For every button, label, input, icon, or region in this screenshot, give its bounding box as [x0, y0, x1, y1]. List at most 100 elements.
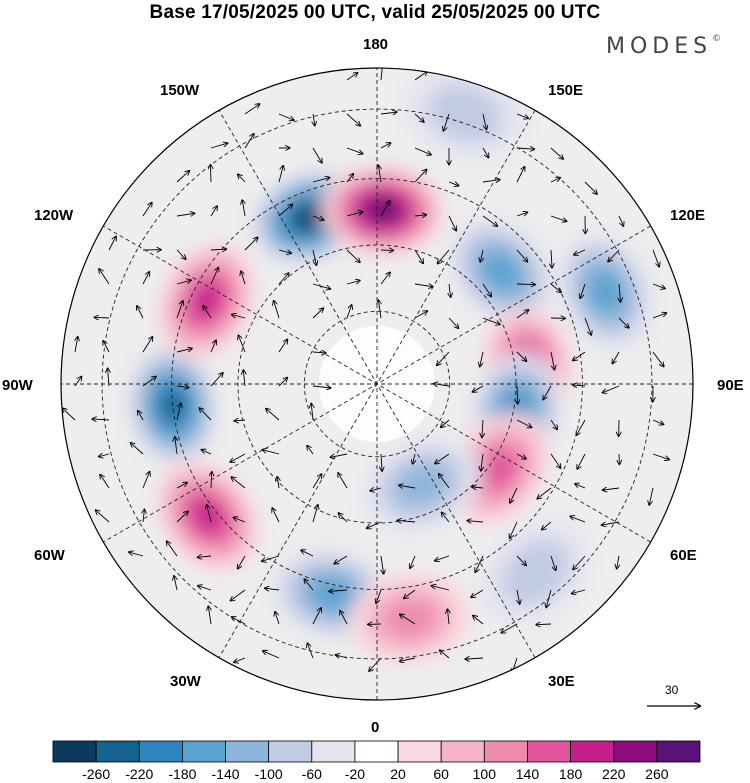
wind-vector [312, 386, 331, 388]
wind-vector [129, 552, 144, 557]
wind-vector [312, 608, 321, 625]
wind-vector [618, 317, 629, 328]
colorbar-tick-label: 180 [558, 766, 583, 782]
colorbar-swatch [268, 740, 313, 763]
wind-vector [380, 201, 390, 217]
colorbar-tick-label: 100 [472, 766, 497, 782]
wind-vector [99, 269, 110, 285]
wind-vector [346, 281, 360, 285]
wind-vector [482, 180, 500, 182]
wind-vector [62, 408, 76, 421]
wind-vector [516, 351, 526, 361]
wind-vector [413, 453, 415, 464]
wind-vector [312, 283, 330, 289]
wind-vector [176, 249, 186, 259]
map-title: Base 17/05/2025 00 UTC, valid 25/05/2025… [149, 2, 601, 23]
wind-vector [414, 215, 426, 216]
wind-vector [448, 317, 458, 328]
wind-vector [410, 555, 416, 568]
wind-vector [278, 273, 289, 285]
wind-vector [516, 167, 525, 183]
wind-vector [238, 174, 246, 183]
colorbar-swatch [483, 740, 528, 763]
wind-vector [312, 249, 316, 265]
wind-vector [510, 521, 518, 538]
wind-vector [570, 516, 586, 523]
wind-vector [142, 272, 149, 285]
wind-vector [380, 272, 390, 285]
meridian-line [218, 110, 536, 658]
colorbar-tick-label: -20 [344, 766, 366, 782]
wind-vector [198, 556, 212, 557]
wind-vector [103, 341, 110, 353]
wind-vector [550, 351, 554, 370]
colorbar-tick-label: -140 [211, 766, 240, 782]
wind-vector [244, 237, 258, 251]
wind-vector [265, 588, 280, 590]
wind-vector [414, 284, 433, 287]
wind-vector [210, 268, 218, 285]
wind-vector [142, 337, 152, 353]
wind-vector [304, 579, 314, 591]
wind-vector [542, 521, 552, 530]
map-boundary [60, 67, 694, 701]
wind-vector [652, 419, 663, 424]
wind-vector [338, 473, 348, 489]
wind-vector [414, 249, 423, 263]
wind-vector [432, 586, 450, 591]
anomaly-high-5e [348, 572, 472, 666]
wind-vector [176, 280, 191, 285]
wind-vector [550, 215, 566, 221]
wind-vector [380, 112, 397, 114]
wind-vector [573, 555, 586, 569]
lon-label-120w: 120W [34, 207, 74, 224]
wind-vector [608, 249, 620, 261]
wind-vector [369, 657, 382, 671]
wind-vector [210, 340, 216, 353]
wind-vector [262, 450, 280, 455]
wind-vector [275, 612, 280, 625]
colorbar [52, 740, 701, 763]
wind-vector [465, 658, 484, 659]
anomaly-low-40e [479, 519, 592, 627]
wind-vector [516, 310, 528, 319]
wind-vector [203, 306, 212, 319]
wind-vector [278, 250, 291, 253]
wind-vector [414, 113, 424, 122]
wind-vector [576, 419, 586, 435]
anomaly-field [126, 68, 655, 666]
wind-vector [448, 215, 456, 231]
wind-vector [516, 113, 528, 118]
wind-vector [207, 505, 212, 523]
lon-label-90e: 90E [717, 377, 744, 394]
colorbar-tick-label: -180 [168, 766, 197, 782]
wind-vector [278, 166, 283, 183]
wind-vector [339, 513, 348, 523]
colorbar-tick-label: 260 [645, 766, 669, 782]
wind-vector [381, 453, 382, 471]
colorbar-tick-label: -260 [82, 766, 111, 782]
wind-vector [330, 453, 348, 457]
wind-vector [516, 453, 526, 459]
colorbar-tick-label: -60 [301, 766, 322, 782]
wind-vector [231, 477, 246, 489]
wind-vector [176, 171, 189, 183]
wind-vector [652, 249, 659, 267]
lon-label-30w: 30W [170, 673, 201, 690]
wind-vector [400, 657, 416, 661]
wind-vector [312, 147, 322, 163]
wind-vector [99, 454, 110, 457]
colorbar-swatch [527, 740, 572, 763]
wind-vector [210, 249, 226, 250]
lon-label-120e: 120E [670, 207, 706, 224]
wind-vector [312, 215, 324, 220]
wind-vector [482, 215, 497, 226]
wind-vector [334, 555, 348, 564]
colorbar-tick-label: -100 [254, 766, 283, 782]
wind-vector [603, 488, 620, 490]
reference-vector-label: 30 [665, 683, 679, 697]
anomaly-low-25e [362, 436, 482, 535]
graticule [61, 68, 693, 700]
wind-vector [312, 505, 318, 523]
wind-vector [176, 511, 188, 523]
